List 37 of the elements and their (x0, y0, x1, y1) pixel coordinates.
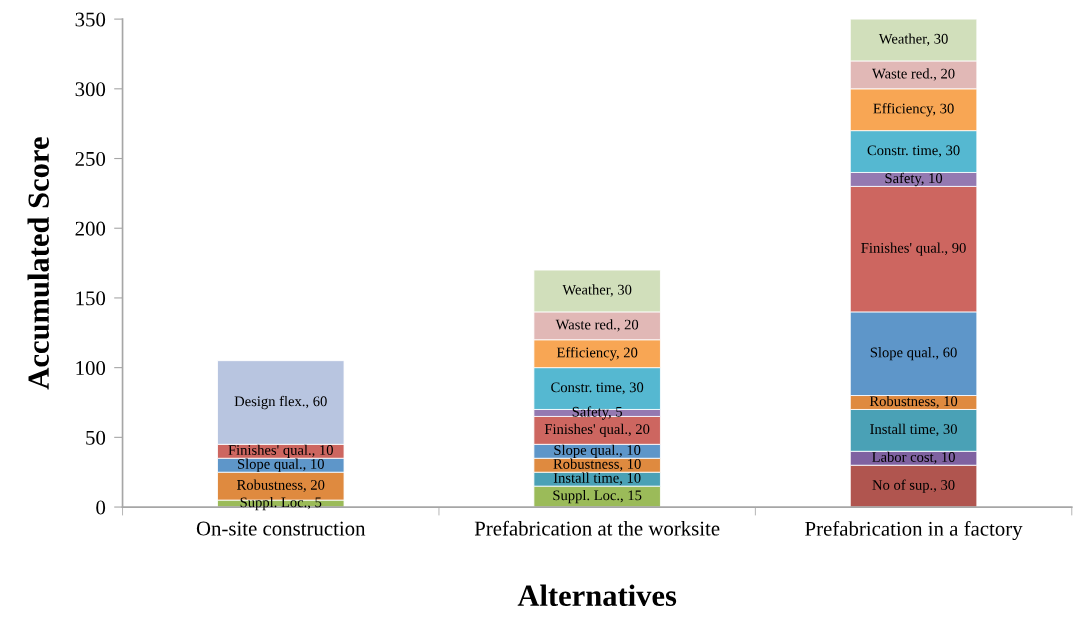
data-label: Constr. time, 30 (551, 382, 644, 395)
data-label: Weather, 30 (562, 284, 632, 297)
y-tick-label: 100 (76, 361, 106, 376)
data-label: Slope qual., 10 (554, 444, 641, 458)
data-label: Slope qual., 10 (237, 458, 324, 472)
data-label: Install time, 30 (870, 423, 957, 437)
data-label: Finishes' qual., 10 (228, 444, 333, 458)
y-tick-label: 350 (75, 12, 106, 27)
y-tick-label: 300 (75, 82, 106, 97)
x-axis-title: Alternatives (517, 584, 677, 607)
data-label: Robustness, 10 (869, 395, 958, 409)
y-tick-label: 200 (75, 221, 106, 236)
y-tick-label: 150 (76, 291, 106, 306)
y-tick-label: 250 (75, 151, 106, 166)
data-label: Robustness, 20 (237, 479, 325, 492)
data-label: Efficiency, 20 (556, 346, 638, 361)
data-label: Constr. time, 30 (867, 145, 960, 158)
y-tick-label: 0 (96, 500, 106, 515)
data-label: Waste red., 20 (872, 68, 955, 81)
data-label: Finishes' qual., 90 (861, 242, 966, 256)
data-label: Finishes' qual., 20 (544, 423, 650, 437)
data-label: Waste red., 20 (555, 319, 639, 332)
x-tick-label: On-site construction (196, 521, 366, 536)
data-label: Install time, 10 (553, 472, 641, 485)
data-label: Suppl. Loc., 15 (553, 489, 642, 504)
data-label: Robustness, 10 (553, 458, 641, 471)
x-tick-label: Prefabrication in a factory (805, 520, 1023, 541)
data-label: Safety, 10 (885, 172, 943, 187)
data-label: Slope qual., 60 (870, 347, 957, 361)
y-tick-label: 50 (86, 430, 106, 445)
x-tick-label: Prefabrication at the worksite (474, 520, 720, 536)
data-label: Efficiency, 30 (873, 103, 954, 117)
data-label: Design flex., 60 (234, 395, 327, 410)
data-label: Weather, 30 (878, 33, 948, 46)
data-label: No of sup., 30 (872, 479, 955, 493)
y-axis-title: Accumulated Score (27, 137, 50, 390)
data-label: Labor cost, 10 (872, 451, 955, 465)
